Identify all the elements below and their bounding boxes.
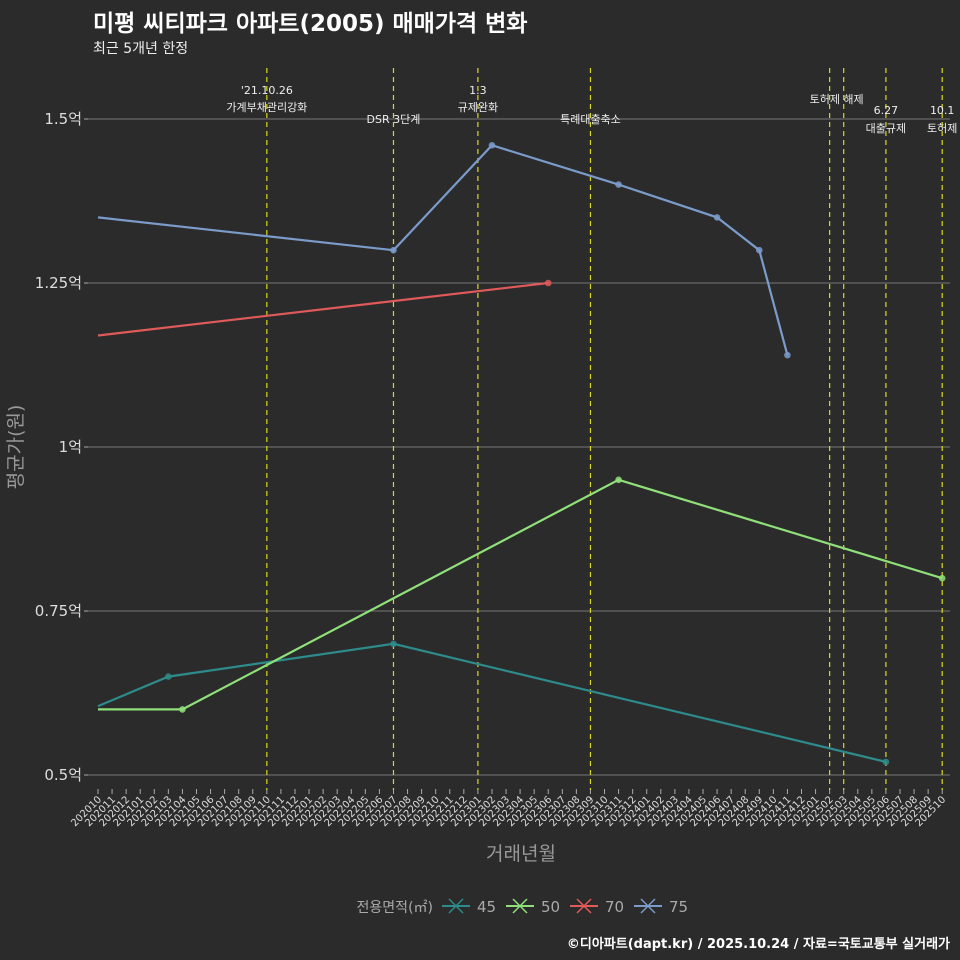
series-line-70 — [97, 281, 549, 337]
event-label: '21.10.26 — [241, 84, 293, 97]
event-label: 6.27 — [874, 104, 899, 117]
legend-key-75 — [640, 898, 656, 914]
series-line-50 — [98, 478, 943, 711]
legend-key-45 — [448, 898, 464, 914]
legend-label-50: 50 — [541, 898, 560, 916]
data-point-75 — [488, 141, 496, 149]
data-point-75 — [713, 214, 721, 221]
data-point-50 — [615, 476, 622, 484]
y-axis-title: 평균가(원) — [5, 405, 27, 490]
x-axis-title: 거래년월 — [486, 843, 556, 865]
data-point-45 — [390, 640, 397, 648]
event-label: 특례대출축소 — [560, 113, 621, 126]
data-point-75 — [755, 246, 763, 254]
chart-subtitle: 최근 5개년 한정 — [93, 41, 189, 57]
event-label: 가계부채관리강화 — [226, 101, 307, 114]
source-caption: ©디아파트(dapt.kr) / 2025.10.24 / 자료=국토교통부 실… — [566, 937, 950, 952]
event-label: DSR 3단계 — [367, 113, 421, 126]
data-point-75 — [784, 351, 791, 359]
y-tick-label: 1억 — [59, 438, 82, 456]
legend-label-45: 45 — [477, 898, 496, 916]
data-point-50 — [938, 574, 946, 582]
event-label: 대출규제 — [866, 122, 906, 135]
y-tick-label: 0.5억 — [44, 766, 82, 784]
event-label: 토허제 해제 — [810, 92, 864, 106]
chart-title: 미평 씨티파크 아파트(2005) 매매가격 변화 — [93, 11, 528, 37]
event-label: 규제완화 — [458, 101, 498, 114]
y-tick-label: 1.5억 — [44, 110, 82, 128]
data-point-45 — [165, 673, 172, 680]
y-tick-label: 1.25억 — [35, 274, 82, 292]
event-label: 1.3 — [469, 84, 487, 97]
data-point-70 — [544, 279, 552, 287]
data-point-45 — [882, 758, 890, 766]
data-point-75 — [615, 181, 622, 188]
legend-title: 전용면적(㎡) — [357, 900, 433, 916]
series-line-45 — [97, 642, 887, 763]
legend-label-70: 70 — [605, 898, 624, 916]
legend-key-70 — [576, 898, 592, 914]
event-label: 토허제 — [927, 122, 957, 135]
legend-label-75: 75 — [669, 898, 688, 916]
data-point-75 — [390, 246, 397, 254]
event-label: 10.1 — [930, 104, 955, 117]
y-tick-label: 0.75억 — [35, 602, 82, 620]
legend-key-50 — [512, 898, 528, 914]
data-point-50 — [179, 706, 186, 713]
